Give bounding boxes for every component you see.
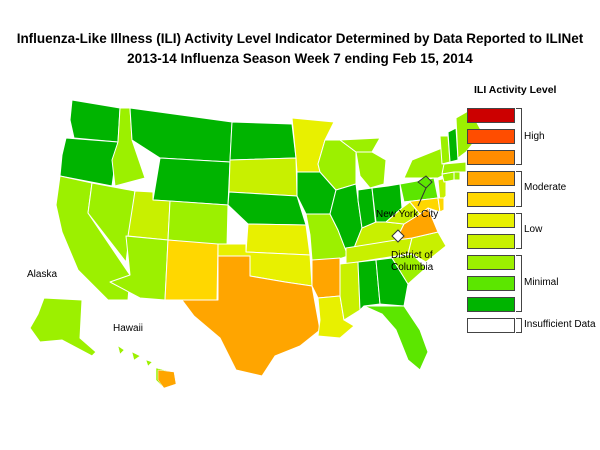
legend-title: ILI Activity Level [474,84,557,96]
state-alabama [357,259,381,311]
legend-label-insufficient: Insufficient Data [524,319,596,330]
state-oregon [59,137,119,187]
state-kansas [245,223,311,256]
dc-label-line1: District of [391,250,433,261]
hawaii-island-3 [145,359,153,367]
map-subtitle: 2013-14 Influenza Season Week 7 ending F… [127,51,473,66]
legend-swatch-level-7 [467,171,515,186]
legend-swatch-level-1 [467,297,515,312]
map-title: Influenza-Like Illness (ILI) Activity Le… [16,31,584,46]
state-new-york [403,147,447,179]
legend-swatch-level-3 [467,255,515,270]
legend-label-moderate: Moderate [524,182,567,193]
legend-label-minimal: Minimal [524,277,559,288]
state-delaware [437,197,445,213]
state-florida [363,305,429,371]
state-rhode-island [453,171,461,181]
state-colorado [167,200,229,247]
legend-brace-insufficient [516,318,522,333]
nyc-marker [417,175,433,189]
legend-brace-low [516,213,522,249]
state-michigan-lower [355,151,387,189]
state-nevada [87,182,136,263]
state-mississippi [339,261,361,321]
state-hawaii [157,369,177,389]
state-montana [129,107,233,163]
state-south-dakota [228,157,298,197]
state-new-mexico [164,239,219,301]
dc-diamond-marker [391,229,405,243]
legend-brace-moderate [516,171,522,207]
nyc-label: New York City [376,209,439,220]
legend-swatch-level-10 [467,108,515,123]
hawaii-label: Hawaii [113,323,144,334]
state-washington [69,99,121,143]
nyc-callout-line [417,187,427,207]
state-arkansas [311,257,341,299]
state-alaska [29,297,97,357]
legend-swatch-level-5 [467,213,515,228]
state-nebraska [227,191,307,226]
alaska-label: Alaska [27,269,58,280]
state-new-hampshire [447,127,459,163]
hawaii-island-1 [117,345,125,355]
legend-label-high: High [524,131,545,142]
hawaii-island-2 [131,351,141,361]
legend-brace-minimal [516,255,522,312]
dc-label-line2: Columbia [391,262,434,273]
state-north-dakota [229,121,297,161]
legend-swatch-level-9 [467,129,515,144]
legend-swatch-level-6 [467,192,515,207]
state-south-carolina [391,253,427,285]
state-georgia [375,257,409,307]
legend-brace-high [516,108,522,165]
state-wyoming [152,157,231,206]
legend-swatch-level-4 [467,234,515,249]
legend-swatch-level-2 [467,276,515,291]
state-texas [181,255,321,377]
legend-label-low: Low [524,224,543,235]
legend-swatch-level-8 [467,150,515,165]
legend-swatch-level-0 [467,318,515,333]
